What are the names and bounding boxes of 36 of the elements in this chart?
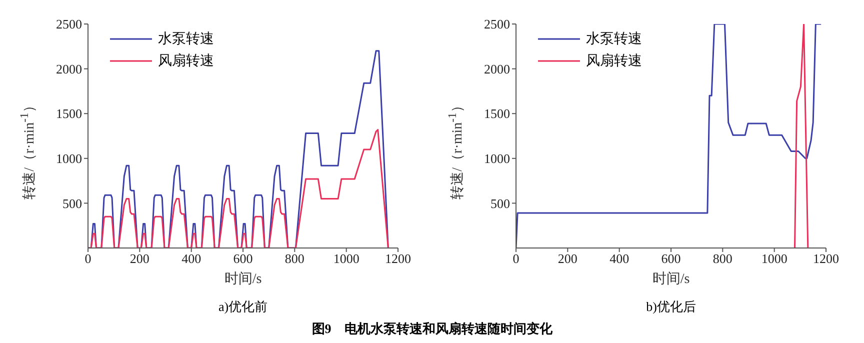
x-axis-title: 时间/s [224, 272, 262, 287]
x-tick-label: 0 [84, 251, 92, 266]
y-tick-label: 2000 [484, 61, 510, 76]
text: b)优化后 [646, 299, 696, 314]
x-tick-label: 800 [284, 251, 304, 266]
y-tick-label: 1000 [56, 151, 82, 166]
y-tick-label: 2000 [56, 61, 82, 76]
x-tick-label: 600 [661, 251, 681, 266]
x-tick-label: 600 [233, 251, 253, 266]
y-tick-label: 2500 [56, 16, 82, 32]
x-tick-label: 1200 [813, 251, 839, 266]
line-series [794, 24, 809, 248]
legend-label: 风扇转速 [586, 52, 642, 70]
x-tick-label: 1000 [761, 251, 788, 266]
text: a)优化前 [218, 299, 268, 314]
caption: 图9 电机水泵转速和风扇转速随时间变化 [312, 321, 552, 336]
line-series [88, 50, 389, 248]
x-tick-label: 1000 [333, 251, 360, 266]
x-tick-label: 400 [182, 251, 202, 266]
line-series [88, 128, 389, 248]
y-tick-label: 500 [62, 196, 82, 211]
x-tick-label: 200 [130, 251, 150, 266]
y-tick-label: 1500 [56, 106, 82, 122]
x-tick-label: 200 [558, 251, 578, 266]
x-tick-label: 800 [712, 251, 732, 266]
legend-label: 风扇转速 [158, 52, 214, 70]
y-tick-label: 500 [490, 196, 510, 211]
x-tick-label: 0 [512, 251, 520, 266]
y-tick-label: 1000 [484, 151, 510, 166]
y-tick-label: 2500 [484, 16, 510, 32]
y-tick-label: 1500 [484, 106, 510, 122]
legend-label: 水泵转速 [586, 30, 642, 48]
x-tick-label: 1200 [385, 251, 411, 266]
x-tick-label: 400 [610, 251, 630, 266]
legend-label: 水泵转速 [158, 30, 214, 48]
x-axis-title: 时间/s [652, 272, 690, 287]
